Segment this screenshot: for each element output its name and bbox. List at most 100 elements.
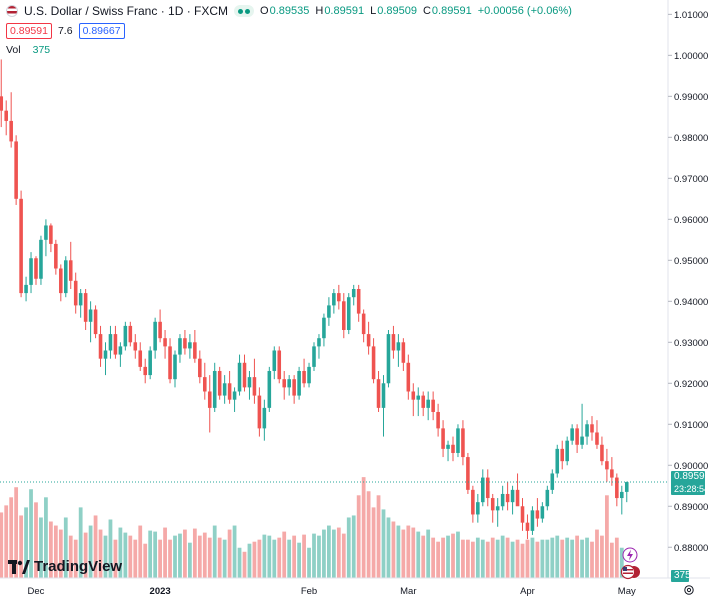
candle-body [441,428,445,449]
x-tick-label: Apr [520,586,535,597]
volume-bar [470,541,475,578]
x-tick-label: 2023 [150,586,171,597]
volume-bar [614,537,619,578]
candle [153,317,157,359]
candle [247,370,252,400]
volume-bar [312,533,316,578]
volume-bar [322,529,326,578]
volume-bar [490,537,495,578]
candle-body [391,334,396,351]
price-axis[interactable]: 1.01000 1.00000 0.99000 0.98000 0.97000 0.960… [668,10,708,554]
y-tick-label: 0.94000 [674,297,708,308]
candle-body [44,225,48,240]
time-axis[interactable]: Dec2023FebMarAprMayJunJul [28,586,710,597]
volume-bar [113,539,118,578]
y-tick-label: 0.90000 [674,461,708,472]
volume-bar [192,528,197,578]
volume-bar [143,543,148,578]
candle [490,493,495,523]
volume-bar [292,535,297,578]
candle [103,342,108,376]
buy-button[interactable]: 0.89667 [78,23,125,39]
candle-body [287,379,291,388]
candle [73,272,78,314]
candle [272,346,277,380]
candle-body [257,395,262,429]
candle-body [59,268,63,294]
symbol-title[interactable]: U.S. Dollar / Swiss Franc · 1D · FXCM [24,4,229,18]
candle [312,342,316,371]
economic-events-icon[interactable] [620,564,642,580]
volume-axis-badge: 375 [671,570,691,582]
candle [485,469,490,507]
candle-body [446,444,450,449]
volume-bar [272,539,277,578]
candle [361,309,366,343]
y-tick-label: 0.93000 [674,338,708,349]
volume-bar [431,537,436,578]
tradingview-logo[interactable]: TradingView [8,558,122,575]
candle [163,329,167,359]
candle-body [317,338,321,347]
candle-body [505,493,510,503]
volume-bar [257,539,262,578]
candle-body [545,489,550,507]
sell-button[interactable]: 0.89591 [6,23,52,39]
candle [401,338,406,371]
candle-body [198,358,202,378]
volume-legend[interactable]: Vol 375 [6,44,50,56]
tradingview-logo-icon [8,559,30,574]
candle-body [133,342,138,351]
candle [610,457,614,486]
candle [68,241,73,289]
candle-body [282,379,287,388]
candle-body [88,309,93,322]
candle-body [29,258,33,285]
candle [366,321,371,355]
ohlc-open-key: O [260,5,269,17]
ohlc-high-key: H [315,5,324,17]
candle-body [575,428,579,445]
volume-bar [515,539,520,578]
candle-body [570,428,574,441]
candle [495,498,500,527]
volume-bar [237,547,242,578]
candle-body [421,395,426,408]
volume-value: 375 [32,44,51,56]
settings-gear-icon[interactable] [683,584,695,596]
candle-body [485,477,490,499]
lightning-icon[interactable] [622,547,638,563]
y-tick-label: 0.92000 [674,379,708,390]
volume-bar [600,535,604,578]
candle-body [515,489,520,507]
candle [212,362,217,412]
candle [341,293,346,339]
volume-bar [262,534,267,578]
volume-bar [63,517,68,578]
candle-body [560,448,565,462]
volume-bar [88,525,93,578]
candle [565,436,569,466]
candle [237,354,242,396]
volume-bar [297,542,301,578]
candle-body [461,428,465,458]
volume-bar [183,529,187,578]
candle [282,370,287,400]
volume-bar [0,512,4,578]
y-tick-label: 1.01000 [674,10,708,21]
candle-body [624,482,629,492]
volume-bar [446,535,450,578]
candle-body [113,334,118,355]
y-tick-label: 0.88000 [674,543,708,554]
candle [39,235,43,285]
candle [198,350,202,384]
market-status-icon[interactable] [234,5,255,17]
candle-body [307,366,311,384]
volume-bar [351,515,356,578]
candle-body [178,338,182,355]
volume-bar [14,487,19,578]
candle [436,403,440,437]
candle [421,391,426,417]
